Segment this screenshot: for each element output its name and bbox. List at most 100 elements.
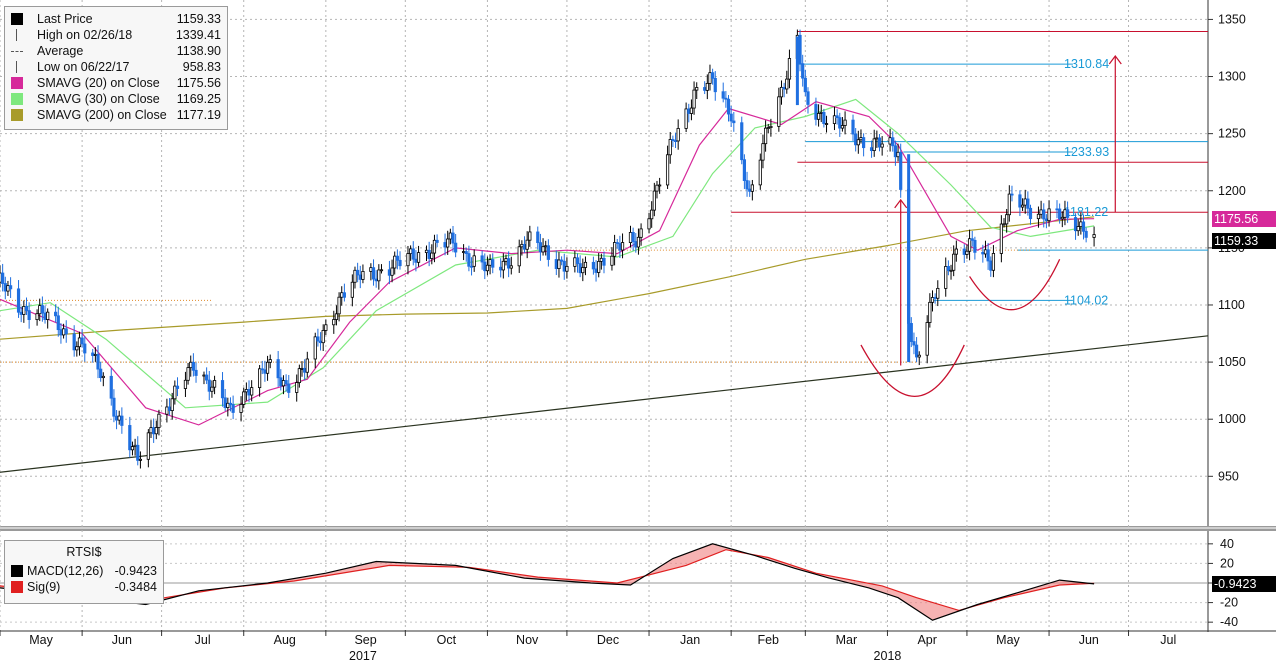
candle-body [356,269,360,276]
candle-body [305,358,309,373]
candle-body [369,267,373,272]
candle-body [1081,221,1086,232]
candle-body [8,285,13,290]
candle-body [1058,208,1062,220]
legend-value: 1175.56 [176,76,221,90]
month-label: Mar [836,633,858,647]
candle-body [628,232,633,243]
candle-body [599,257,603,262]
candle-body [1076,226,1080,232]
candle-body [260,368,264,371]
candle-body [970,238,974,241]
candle-body [565,265,569,272]
month-label: Jun [1079,633,1099,647]
month-label: Jul [1160,633,1176,647]
macd-legend-title: RTSI$ [66,545,102,559]
candle-body [226,402,230,408]
month-label: Apr [917,633,936,647]
candle-body [189,361,193,369]
candle-body [427,249,431,259]
month-label: Nov [516,633,539,647]
candle-body [652,190,656,211]
candle-body [276,359,280,379]
candle-body [703,87,707,91]
candle-body [541,246,545,253]
macd-legend: RTSI$ MACD(12,26) -0.9423 Sig(9) -0.3484 [4,540,164,604]
candle-body [258,368,262,389]
macd-legend-value: -0.3484 [114,580,157,594]
legend-row: Last Price 1159.33 [11,11,221,27]
candle-body [835,115,839,119]
candle-body [303,367,307,373]
candle-body [557,259,561,270]
candle-body [1036,213,1041,220]
candle-body [202,374,206,377]
candle-body [962,248,966,255]
candle-body [231,404,235,413]
candle-body [517,246,521,267]
candle-body [1055,208,1059,211]
candle-body [634,241,638,248]
candle-body [446,238,450,248]
candle-body [0,272,2,283]
candle-body [96,354,100,370]
candle-layer [0,29,1096,469]
candle-body [967,238,972,252]
month-label: Jan [680,633,700,647]
candle-body [522,243,527,250]
candle-body [64,328,68,335]
candle-body [989,260,993,271]
candle-body [59,329,63,336]
candle-body [1026,198,1030,209]
candle-body [461,251,466,253]
candle-body [1042,209,1046,220]
candle-body [133,444,137,447]
candle-body [80,337,84,345]
price-tick-label: 1000 [1218,412,1246,426]
low-marker-icon [16,61,17,73]
candle-body [965,250,969,255]
candle-body [869,147,874,152]
legend-label: SMAVG (20) on Close [37,76,160,90]
candle-body [265,361,270,374]
candle-body [750,184,754,192]
candle-body [120,415,124,426]
level-label: 1233.93 [1064,145,1109,159]
square-icon [11,93,23,105]
rebound-arrow-head [894,198,908,209]
candle-body [832,115,837,124]
candle-body [114,415,119,421]
candle-body [117,415,121,421]
candle-body [149,427,153,434]
candle-body [128,425,132,451]
candle-body [91,352,95,356]
macd-tick-label: 20 [1220,556,1234,570]
month-label: Sep [354,633,376,647]
candle-body [27,310,31,321]
candle-body [562,260,566,272]
candle-body [377,269,381,282]
candle-body [602,257,606,266]
candle-body [954,248,958,255]
candle-body [316,336,320,342]
candle-body [136,444,140,461]
candle-body [406,253,410,267]
candle-body [509,265,513,269]
candle-body [930,297,935,303]
candle-body [1023,198,1027,206]
candle-body [411,248,415,260]
candle-body [636,236,641,248]
candle-body [3,283,7,292]
candle-body [843,119,847,126]
candle-body [435,239,439,243]
price-legend: Last Price 1159.33 High on 02/26/18 1339.41… [4,6,228,130]
candle-body [859,137,863,141]
axis-layer: 9501000105011001150120012501300135040200… [0,12,1246,663]
candle-body [281,380,286,387]
price-tick-label: 950 [1218,469,1239,483]
candle-body [944,266,948,289]
candle-body [877,137,882,148]
candle-body [740,122,744,161]
candle-body [851,119,855,135]
candle-body [798,34,802,65]
